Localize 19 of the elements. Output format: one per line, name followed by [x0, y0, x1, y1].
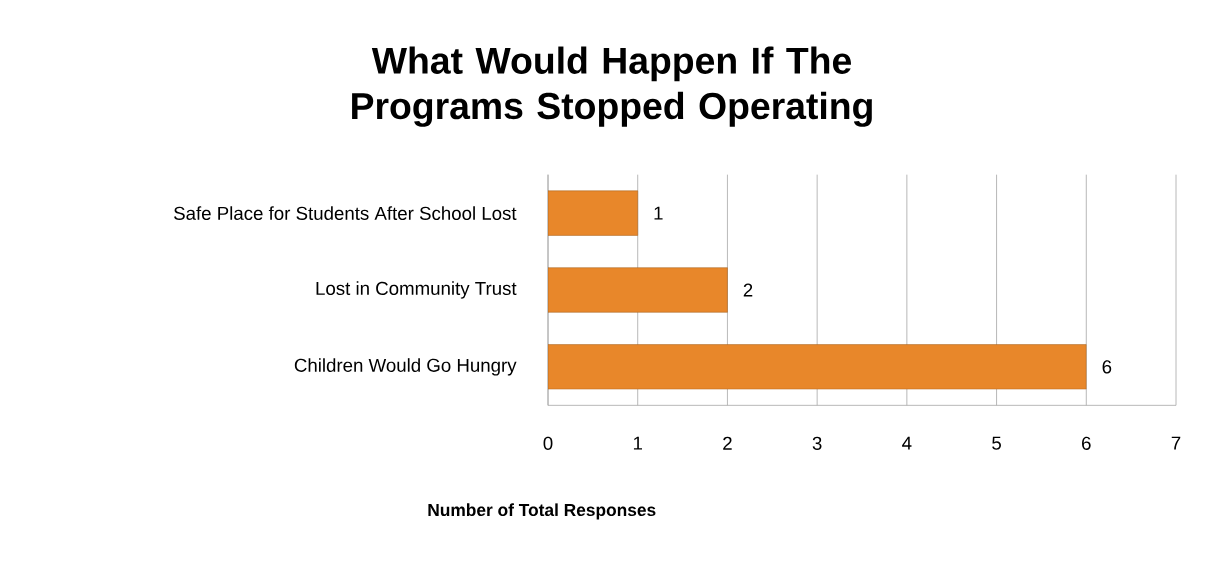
- bar: [548, 344, 1087, 390]
- x-axis-title: Number of Total Responses: [428, 503, 656, 520]
- x-tick-label: 6: [1082, 436, 1091, 450]
- data-label: 6: [1102, 360, 1112, 374]
- y-tick-label: Lost in Community Trust: [316, 281, 517, 299]
- x-tick-label: 7: [1171, 436, 1181, 450]
- x-tick-label: 2: [723, 436, 732, 450]
- x-tick-label: 0: [543, 436, 553, 450]
- data-label: 2: [743, 283, 753, 297]
- x-tick-label: 1: [633, 436, 642, 450]
- data-label: 1: [654, 206, 663, 220]
- x-tick-label: 3: [812, 436, 822, 450]
- bar: [548, 190, 638, 236]
- y-tick-label: Children Would Go Hungry: [294, 358, 517, 376]
- x-tick-label: 4: [902, 436, 912, 450]
- chart-title: What Would Happen If The Programs Stopped Operating: [352, 46, 872, 127]
- bar: [548, 267, 728, 313]
- x-tick-label: 5: [992, 436, 1001, 450]
- y-tick-label: Safe Place for Students After School Lost: [174, 206, 517, 220]
